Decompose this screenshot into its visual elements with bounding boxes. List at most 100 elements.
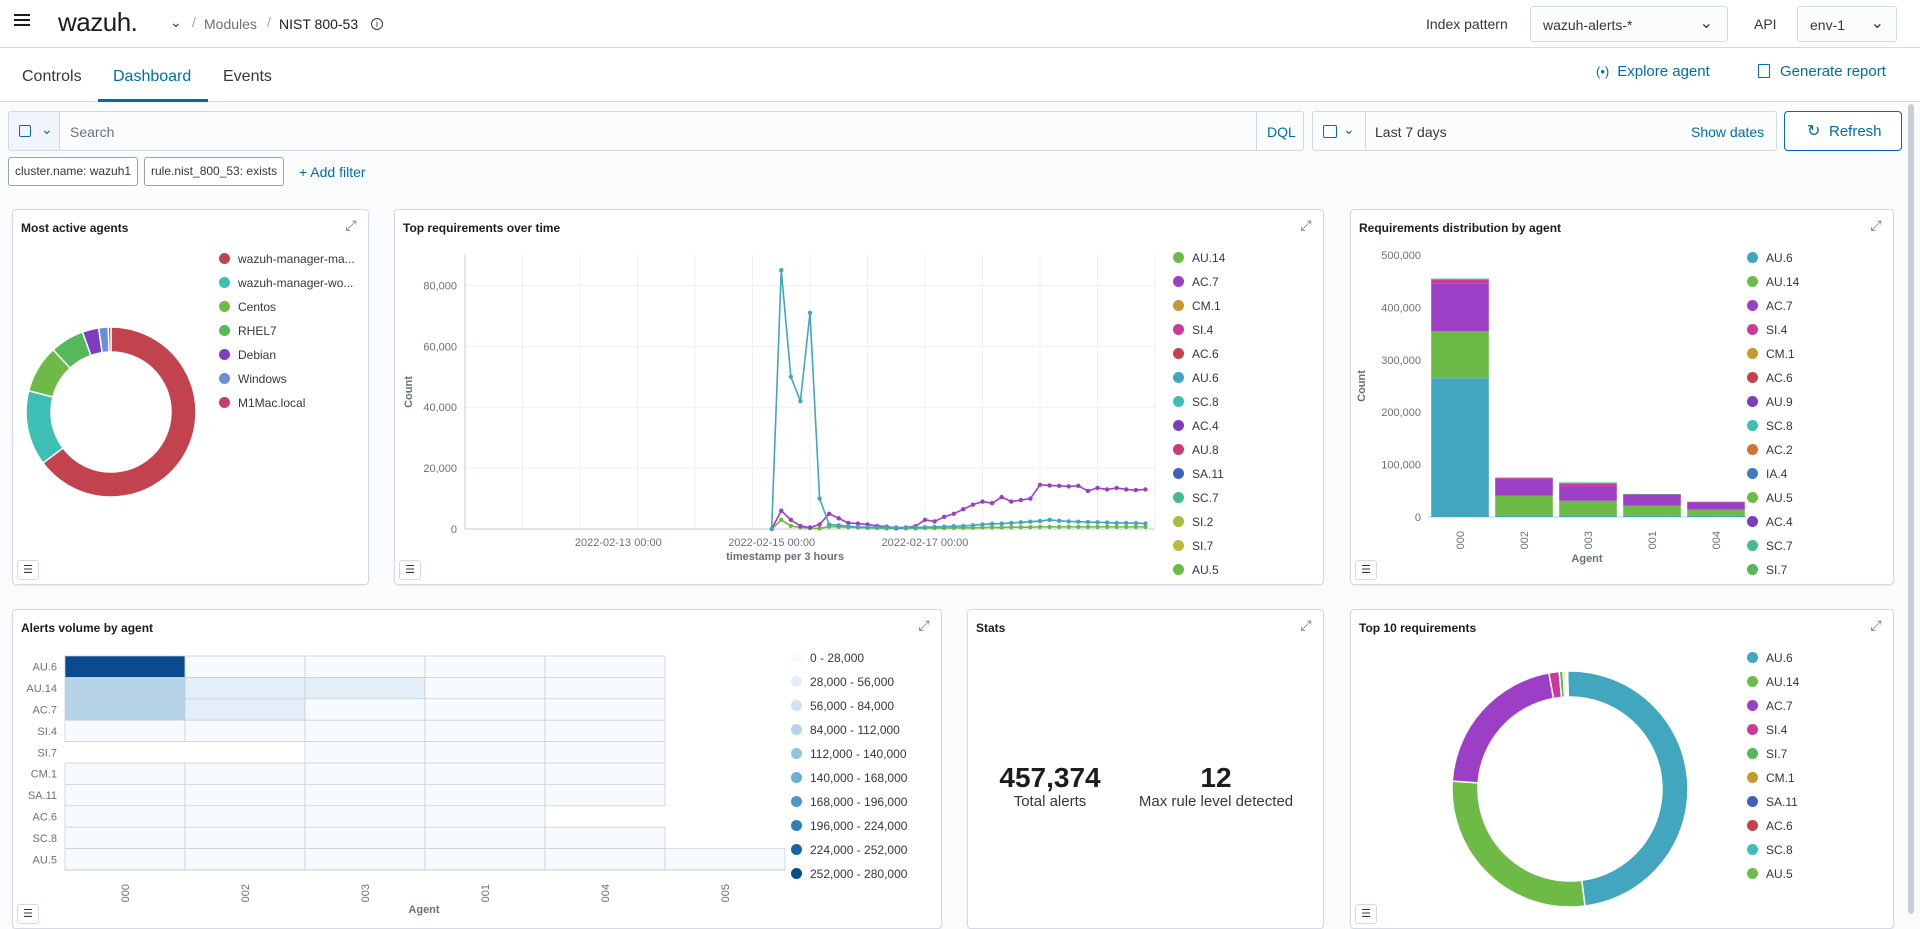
explore-agent-button[interactable]: (•)Explore agent	[1596, 63, 1710, 85]
data-point[interactable]	[837, 516, 841, 520]
data-point[interactable]	[1057, 519, 1061, 523]
bar-segment[interactable]	[1687, 502, 1745, 503]
heatmap-cell[interactable]	[545, 699, 665, 720]
data-point[interactable]	[1057, 484, 1061, 488]
legend-item[interactable]: AC.7	[1747, 698, 1793, 714]
data-point[interactable]	[913, 525, 917, 529]
legend-toggle-icon[interactable]: ☰	[17, 904, 39, 924]
data-point[interactable]	[971, 523, 975, 527]
heatmap-cell[interactable]	[425, 849, 545, 870]
add-filter-link[interactable]: + Add filter	[299, 164, 366, 180]
heatmap-cell[interactable]	[305, 784, 425, 805]
legend-item[interactable]: CM.1	[1173, 298, 1221, 314]
heatmap-cell[interactable]	[425, 656, 545, 677]
legend-item[interactable]: SI.7	[1747, 746, 1787, 762]
data-point[interactable]	[789, 524, 793, 528]
bar-segment[interactable]	[1687, 516, 1745, 517]
heatmap-cell[interactable]	[545, 742, 665, 763]
bar-segment[interactable]	[1623, 516, 1681, 517]
legend-item[interactable]: Centos	[219, 299, 276, 315]
data-point[interactable]	[942, 515, 946, 519]
data-point[interactable]	[1038, 519, 1042, 523]
heatmap-cell[interactable]	[185, 763, 305, 784]
heatmap-cell[interactable]	[185, 699, 305, 720]
heatmap-cell[interactable]	[545, 677, 665, 698]
legend-item[interactable]: AC.6	[1747, 818, 1793, 834]
legend-item[interactable]: SA.11	[1747, 794, 1798, 810]
heatmap-cell[interactable]	[185, 677, 305, 698]
data-point[interactable]	[817, 526, 821, 530]
heatmap-cell[interactable]	[305, 720, 425, 741]
data-point[interactable]	[1114, 521, 1118, 525]
data-point[interactable]	[789, 518, 793, 522]
data-point[interactable]	[875, 525, 879, 529]
data-point[interactable]	[837, 523, 841, 527]
heatmap-cell[interactable]	[305, 806, 425, 827]
heatmap-cell[interactable]	[305, 849, 425, 870]
bar-segment[interactable]	[1495, 477, 1553, 478]
data-point[interactable]	[923, 518, 927, 522]
pie-slice[interactable]	[1568, 671, 1688, 906]
data-point[interactable]	[779, 518, 783, 522]
bar-segment[interactable]	[1623, 505, 1681, 515]
data-point[interactable]	[1009, 525, 1013, 529]
heatmap-cell[interactable]	[545, 763, 665, 784]
heatmap-cell[interactable]	[425, 699, 545, 720]
data-point[interactable]	[884, 525, 888, 529]
heatmap-cell[interactable]	[65, 784, 185, 805]
data-point[interactable]	[961, 524, 965, 528]
legend-item[interactable]: AC.2	[1747, 442, 1793, 458]
bar-segment[interactable]	[1559, 487, 1617, 501]
legend-toggle-icon[interactable]: ☰	[399, 560, 421, 580]
generate-report-button[interactable]: Generate report	[1758, 63, 1886, 85]
legend-item[interactable]: SI.4	[1173, 322, 1213, 338]
bar-segment[interactable]	[1687, 510, 1745, 516]
bar-segment[interactable]	[1431, 378, 1489, 517]
data-point[interactable]	[1009, 521, 1013, 525]
heatmap-cell[interactable]	[545, 784, 665, 805]
heatmap-cell[interactable]	[305, 742, 425, 763]
expand-icon[interactable]: ⤢	[1297, 616, 1315, 634]
legend-item[interactable]: AC.6	[1173, 346, 1219, 362]
pie-slice[interactable]	[1452, 781, 1585, 907]
search-input[interactable]: Search	[60, 111, 1257, 151]
legend-toggle-icon[interactable]: ☰	[17, 560, 39, 580]
api-select[interactable]: env-1 ⌄	[1797, 6, 1897, 42]
heatmap-cell[interactable]	[65, 656, 185, 677]
data-point[interactable]	[1028, 496, 1032, 500]
heatmap-cell[interactable]	[305, 763, 425, 784]
expand-icon[interactable]: ⤢	[915, 616, 933, 634]
legend-item[interactable]: AC.4	[1747, 514, 1793, 530]
wazuh-logo[interactable]: wazuh.	[58, 7, 137, 38]
legend-item[interactable]: CM.1	[1747, 346, 1795, 362]
heatmap-cell[interactable]	[185, 806, 305, 827]
info-icon[interactable]: i	[371, 18, 383, 30]
legend-item[interactable]: 112,000 - 140,000	[791, 746, 907, 762]
filter-pill-cluster[interactable]: cluster.name: wazuh1	[8, 157, 138, 186]
data-point[interactable]	[999, 525, 1003, 529]
date-picker[interactable]: ⌄ Last 7 days Show dates	[1312, 111, 1777, 151]
data-point[interactable]	[971, 502, 975, 506]
heatmap-cell[interactable]	[545, 849, 665, 870]
heatmap-cell[interactable]	[425, 827, 545, 848]
bar-segment[interactable]	[1623, 494, 1681, 495]
heatmap-cell[interactable]	[305, 699, 425, 720]
heatmap-cell[interactable]	[665, 849, 785, 870]
legend-item[interactable]: AU.6	[1173, 370, 1219, 386]
tab-dashboard[interactable]: Dashboard	[113, 68, 191, 86]
expand-icon[interactable]: ⤢	[1867, 216, 1885, 234]
heatmap-cell[interactable]	[305, 656, 425, 677]
data-point[interactable]	[990, 522, 994, 526]
legend-item[interactable]: SA.11	[1173, 466, 1224, 482]
bar-segment[interactable]	[1559, 501, 1617, 516]
pie-slice[interactable]	[1452, 673, 1553, 783]
legend-item[interactable]: AU.5	[1747, 866, 1793, 882]
data-point[interactable]	[1076, 484, 1080, 488]
data-point[interactable]	[1114, 486, 1118, 490]
filter-pill-rule[interactable]: rule.nist_800_53: exists	[144, 157, 284, 186]
legend-item[interactable]: SC.8	[1747, 842, 1793, 858]
legend-item[interactable]: M1Mac.local	[219, 395, 305, 411]
legend-item[interactable]: 196,000 - 224,000	[791, 818, 907, 834]
heatmap-cell[interactable]	[65, 806, 185, 827]
tab-controls[interactable]: Controls	[22, 68, 82, 86]
